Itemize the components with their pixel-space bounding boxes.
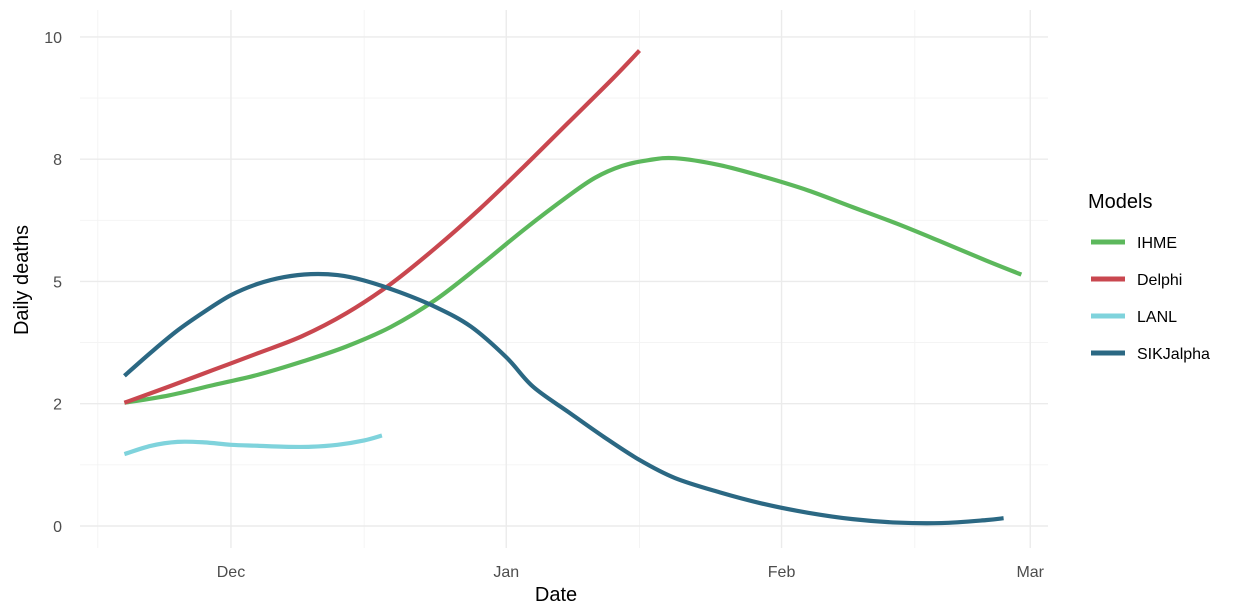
y-tick-label: 5: [53, 274, 62, 291]
x-tick-label: Feb: [768, 564, 796, 581]
series-line-lanl: [123, 433, 383, 457]
minor-gridlines: [80, 10, 1048, 548]
x-tick-label: Jan: [493, 564, 519, 581]
series-line-sikjalpha: [123, 271, 1004, 526]
x-axis-ticks: Dec Jan Feb Mar: [217, 564, 1045, 581]
series-line-delphi: [123, 49, 642, 405]
legend-items: IHME Delphi LANL SIKJalpha: [1091, 235, 1210, 363]
x-axis-title: Date: [535, 584, 577, 606]
legend-label-sikjalpha: SIKJalpha: [1137, 346, 1210, 363]
x-tick-label: Mar: [1016, 564, 1044, 581]
legend-label-delphi: Delphi: [1137, 272, 1182, 289]
y-tick-label: 0: [53, 519, 62, 536]
legend-title: Models: [1088, 191, 1152, 213]
y-axis-ticks: 0 2 5 8 10: [44, 30, 62, 536]
major-gridlines: [80, 10, 1048, 548]
series-line-ihme: [124, 155, 1023, 405]
legend-label-ihme: IHME: [1137, 235, 1177, 252]
y-axis-title: Daily deaths: [11, 225, 33, 335]
series-lines: [123, 49, 1023, 526]
x-tick-label: Dec: [217, 564, 245, 581]
y-tick-label: 10: [44, 30, 62, 47]
y-tick-label: 8: [53, 152, 62, 169]
legend-label-lanl: LANL: [1137, 309, 1177, 326]
legend: Models IHME Delphi LANL SIKJalpha: [1088, 191, 1210, 363]
y-tick-label: 2: [53, 397, 62, 414]
